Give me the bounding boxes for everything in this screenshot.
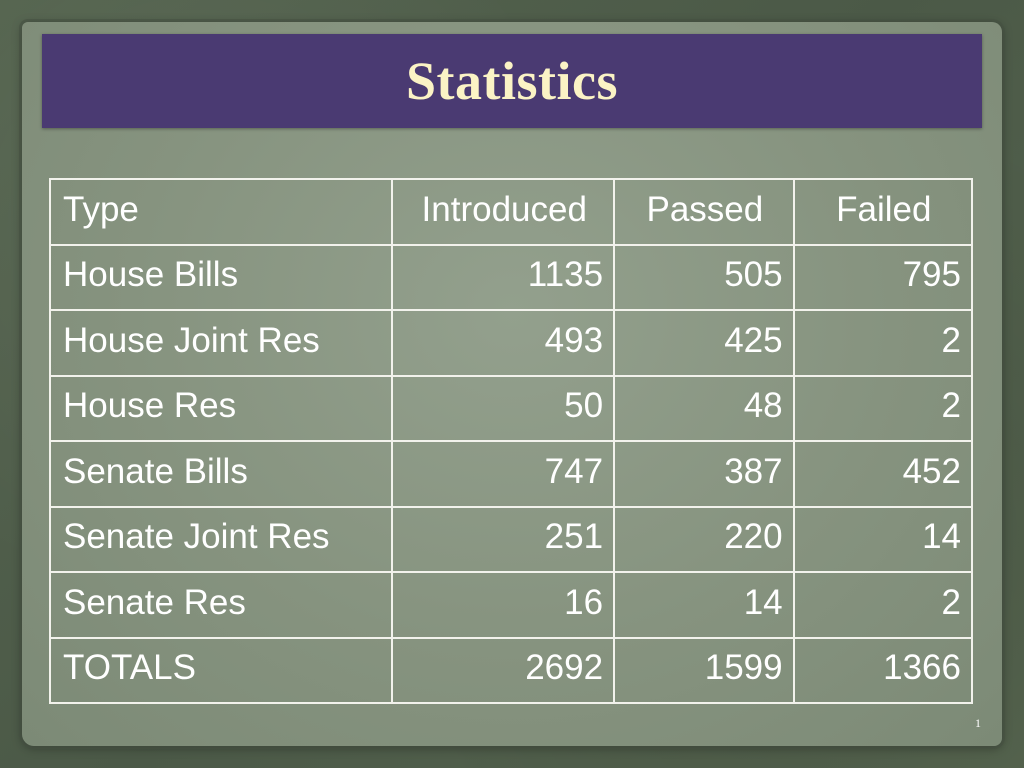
cell-passed: 14 [613,571,795,639]
cell-introduced: 1135 [391,243,616,311]
cell-type: House Joint Res [48,309,394,377]
cell-failed: 452 [792,440,974,508]
cell-passed: 220 [613,505,795,573]
column-header-introduced: Introduced [391,178,616,246]
cell-failed: 14 [792,505,974,573]
cell-failed: 2 [792,309,974,377]
title-bar: Statistics [42,34,982,128]
cell-introduced: 2692 [391,636,616,704]
cell-passed: 387 [613,440,795,508]
cell-type: Senate Res [48,571,394,639]
column-header-failed: Failed [792,178,974,246]
cell-introduced: 493 [391,309,616,377]
table-row: House Res 50 48 2 [48,374,974,442]
cell-passed: 505 [613,243,795,311]
cell-introduced: 50 [391,374,616,442]
cell-passed: 1599 [613,636,795,704]
cell-passed: 425 [613,309,795,377]
cell-type: TOTALS [48,636,394,704]
table-row: Senate Joint Res 251 220 14 [48,505,974,573]
cell-failed: 795 [792,243,974,311]
table-row-totals: TOTALS 2692 1599 1366 [48,636,974,704]
cell-type: House Res [48,374,394,442]
cell-passed: 48 [613,374,795,442]
cell-type: House Bills [48,243,394,311]
cell-failed: 2 [792,571,974,639]
cell-introduced: 251 [391,505,616,573]
table-row: House Joint Res 493 425 2 [48,309,974,377]
slide-title: Statistics [406,51,618,111]
table-header-row: Type Introduced Passed Failed [48,178,974,246]
cell-introduced: 16 [391,571,616,639]
table-row: Senate Bills 747 387 452 [48,440,974,508]
cell-type: Senate Bills [48,440,394,508]
cell-failed: 2 [792,374,974,442]
cell-introduced: 747 [391,440,616,508]
column-header-passed: Passed [613,178,795,246]
page-number: 1 [975,716,981,730]
table-row: House Bills 1135 505 795 [48,243,974,311]
statistics-table: Type Introduced Passed Failed House Bill… [48,178,974,704]
cell-type: Senate Joint Res [48,505,394,573]
table-row: Senate Res 16 14 2 [48,571,974,639]
column-header-type: Type [48,178,394,246]
cell-failed: 1366 [792,636,974,704]
